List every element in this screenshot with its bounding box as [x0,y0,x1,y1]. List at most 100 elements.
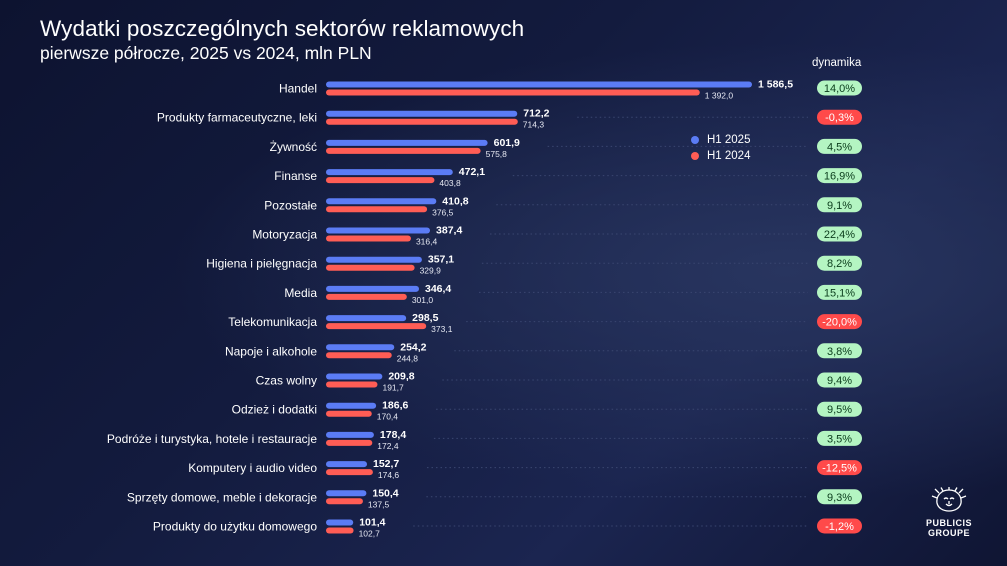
dynamics-badge [817,255,862,271]
category-label: Motoryzacja [252,228,317,242]
value-label-2024: 403,8 [439,178,461,188]
dynamics-value: 9,5% [827,404,852,416]
category-label: Odzież i dodatki [232,403,317,417]
value-label-2025: 357,1 [428,254,454,266]
bar-2025 [326,402,377,409]
bar-2025 [326,198,437,205]
chart-subtitle: pierwsze półrocze, 2025 vs 2024, mln PLN [40,43,372,63]
value-label-2024: 373,1 [431,324,453,334]
bar-2024 [326,469,373,476]
category-label: Telekomunikacja [228,315,317,329]
dynamics-value: -20,0% [822,317,857,329]
bar-2024 [326,323,427,330]
bar-2025 [326,169,453,176]
dynamics-value: 15,1% [824,287,855,299]
dynamics-value: 3,8% [827,346,852,358]
category-label: Produkty do użytku domowego [153,520,317,534]
value-label-2024: 172,4 [377,441,399,451]
logo-line1: PUBLICIS [925,518,972,528]
bar-2025 [326,461,368,468]
category-label: Finanse [274,169,317,183]
value-label-2024: 191,7 [382,383,404,393]
dynamics-badge [817,109,862,125]
bar-2025 [326,227,431,234]
value-label-2025: 1 586,5 [758,79,793,91]
bar-2024 [326,498,363,505]
bar-2025 [326,431,374,438]
dynamics-badge [817,518,862,534]
dynamics-value: -12,5% [822,463,857,475]
dynamics-badge [817,80,862,96]
category-label: Produkty farmaceutyczne, leki [157,111,317,125]
bar-2024 [326,527,354,534]
category-label: Podróże i turystyka, hotele i restauracj… [107,432,317,446]
dynamics-value: 3,5% [827,433,852,445]
bar-2024 [326,264,415,271]
bar-2025 [326,344,395,351]
value-label-2025: 410,8 [442,195,468,207]
dynamics-value: 4,5% [827,141,852,153]
dynamics-value: 9,1% [827,200,852,212]
dynamics-badge [817,168,862,184]
logo-line2: GROUPE [927,528,970,538]
bar-2025 [326,139,488,146]
category-label: Pozostałe [264,198,317,212]
value-label-2024: 714,3 [523,120,545,130]
publicis-logo: PUBLICIS GROUPE [917,487,981,538]
value-label-2025: 601,9 [494,137,520,149]
bar-2025 [326,81,752,88]
dynamics-value: 8,2% [827,258,852,270]
value-label-2025: 150,4 [372,487,398,499]
category-label: Żywność [270,140,317,154]
value-label-2025: 254,2 [400,341,426,353]
chart-title: Wydatki poszczególnych sektorów reklamow… [40,16,525,41]
value-label-2025: 101,4 [359,517,385,529]
bar-2025 [326,285,420,292]
legend-label-2024: H1 2024 [707,150,751,162]
value-label-2025: 178,4 [380,429,406,441]
value-label-2025: 152,7 [373,458,399,470]
bar-2024 [326,206,428,213]
dynamics-badge [817,226,862,242]
bar-2024 [326,439,373,446]
value-label-2025: 387,4 [436,225,462,237]
dynamics-badge [817,489,862,505]
value-label-2025: 712,2 [523,108,549,120]
bar-2025 [326,256,422,263]
dynamics-value: -1,2% [825,521,854,533]
bar-2024 [326,381,378,388]
bar-2024 [326,177,435,184]
dynamics-badge [817,314,862,330]
dynamics-badge [817,372,862,388]
bar-2025 [326,519,354,526]
legend-dot-2024 [691,152,699,160]
value-label-2025: 186,6 [382,400,408,412]
dynamics-value: 22,4% [824,229,855,241]
category-label: Komputery i audio video [188,461,317,475]
dynamics-value: 9,3% [827,492,852,504]
value-label-2024: 102,7 [359,529,381,539]
legend-label-2025: H1 2025 [707,134,751,146]
bar-2025 [326,315,407,322]
dynamics-value: 9,4% [827,375,852,387]
dynamics-badge [817,284,862,300]
value-label-2025: 472,1 [459,166,485,178]
value-label-2024: 316,4 [416,237,438,247]
value-label-2025: 298,5 [412,312,438,324]
dynamics-badge [817,401,862,417]
dynamics-badge [817,430,862,446]
legend-item-2025: H1 2025 [691,132,750,148]
bar-2025 [326,373,383,380]
category-label: Media [284,286,317,300]
legend-dot-2025 [691,136,699,144]
value-label-2024: 329,9 [420,266,442,276]
category-label: Czas wolny [256,374,317,388]
dynamics-badge [817,460,862,476]
dynamics-value: 16,9% [824,171,855,183]
value-label-2024: 301,0 [412,295,434,305]
bar-2024 [326,235,411,242]
category-label: Sprzęty domowe, meble i dekoracje [127,490,317,504]
value-label-2024: 376,5 [432,207,454,217]
value-label-2024: 575,8 [486,149,508,159]
